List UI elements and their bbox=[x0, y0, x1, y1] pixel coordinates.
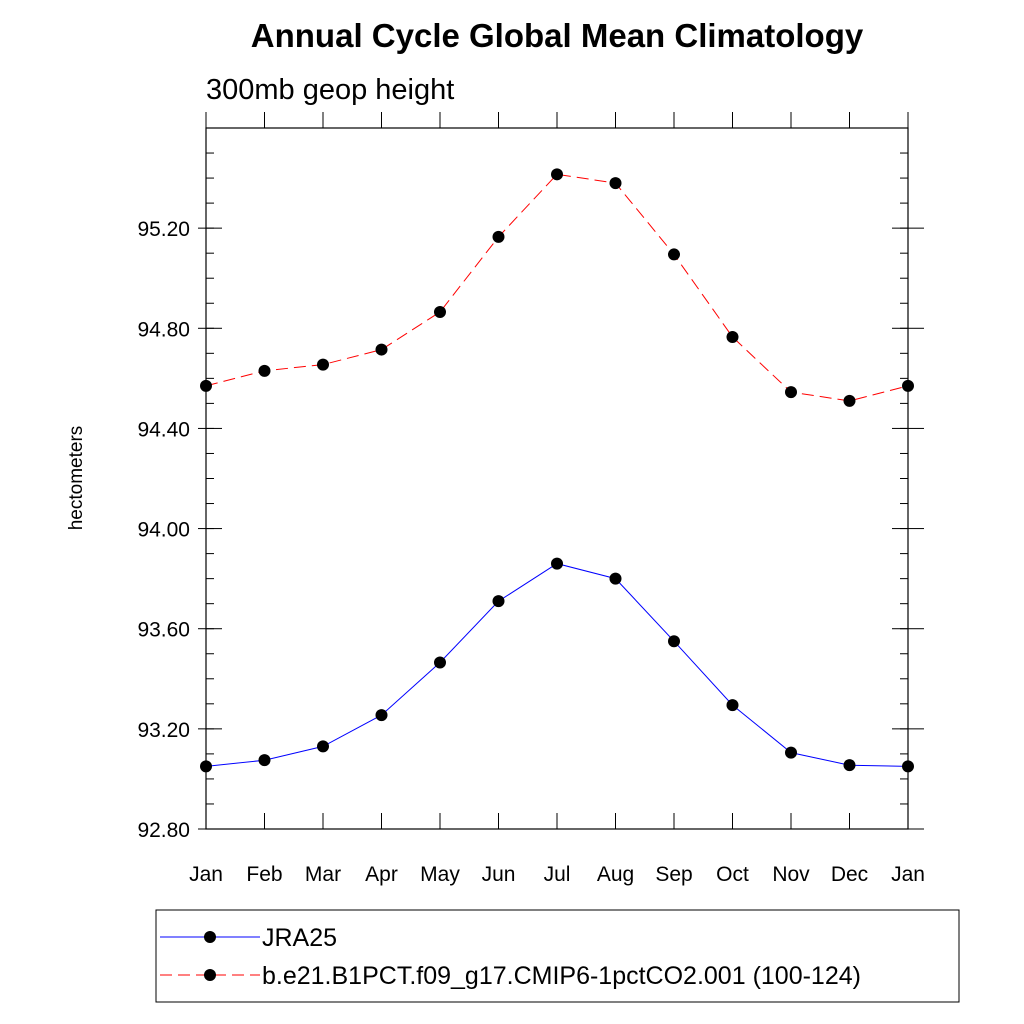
data-point-1 bbox=[668, 248, 680, 261]
y-tick-label: 93.60 bbox=[137, 619, 190, 642]
x-tick-label: Nov bbox=[772, 863, 810, 886]
legend-marker-jra25 bbox=[204, 931, 216, 943]
data-point-0 bbox=[668, 635, 680, 648]
legend-marker-cmip6 bbox=[204, 969, 216, 981]
data-point-1 bbox=[317, 358, 329, 371]
data-point-1 bbox=[492, 230, 505, 243]
y-tick-label: 94.40 bbox=[137, 418, 190, 441]
x-tick-label: Jan bbox=[189, 863, 223, 886]
x-tick-label: Jun bbox=[482, 863, 516, 886]
data-point-0 bbox=[551, 557, 563, 570]
x-tick-label: Dec bbox=[831, 863, 868, 886]
chart-subtitle: 300mb geop height bbox=[206, 74, 454, 106]
data-point-1 bbox=[375, 343, 388, 356]
y-tick-label: 93.20 bbox=[137, 719, 190, 742]
y-tick-labels: 92.80 93.20 93.60 94.00 94.40 94.80 95.20 bbox=[137, 218, 190, 842]
data-point-0 bbox=[317, 740, 329, 753]
data-point-0 bbox=[726, 699, 739, 712]
y-tick-label: 94.80 bbox=[137, 318, 190, 341]
y-tick-label: 95.20 bbox=[137, 218, 190, 241]
legend-box bbox=[155, 909, 960, 1003]
series-layer bbox=[200, 168, 914, 773]
x-tick-label: Jan bbox=[891, 863, 925, 886]
x-tick-label: May bbox=[420, 863, 460, 886]
x-tick-label: Mar bbox=[305, 863, 341, 886]
x-tick-label: Oct bbox=[716, 863, 749, 886]
legend: JRA25 b.e21.B1PCT.f09_g17.CMIP6-1pctCO2.… bbox=[155, 909, 960, 1003]
y-tick-label: 94.00 bbox=[137, 519, 190, 542]
series-line-1 bbox=[205, 173, 909, 402]
data-point-0 bbox=[434, 656, 446, 669]
legend-label-cmip6: b.e21.B1PCT.f09_g17.CMIP6-1pctCO2.001 (1… bbox=[262, 962, 861, 990]
data-point-0 bbox=[609, 572, 622, 585]
data-point-1 bbox=[258, 364, 271, 377]
y-axis-label: hectometers bbox=[66, 426, 87, 531]
data-point-1 bbox=[434, 306, 446, 319]
x-tick-label: Sep bbox=[655, 863, 692, 886]
data-point-0 bbox=[785, 746, 797, 759]
series-line-0 bbox=[205, 563, 909, 767]
x-tick-label: Feb bbox=[246, 863, 282, 886]
x-tick-label: Jul bbox=[544, 863, 571, 886]
data-point-1 bbox=[785, 386, 797, 399]
x-tick-labels: Jan Feb Mar Apr May Jun Jul Aug Sep Oct Nov Dec Jan bbox=[189, 863, 925, 886]
data-point-0 bbox=[258, 754, 271, 767]
major-ticks bbox=[198, 112, 924, 830]
data-point-1 bbox=[551, 168, 563, 181]
y-tick-label: 92.80 bbox=[137, 819, 190, 842]
plot-frame bbox=[205, 127, 909, 830]
minor-ticks bbox=[206, 127, 908, 830]
x-tick-label: Aug bbox=[597, 863, 634, 886]
data-point-0 bbox=[375, 709, 388, 722]
data-point-1 bbox=[726, 331, 739, 344]
chart-title: Annual Cycle Global Mean Climatology bbox=[251, 17, 864, 54]
data-point-1 bbox=[609, 177, 622, 190]
data-point-0 bbox=[492, 595, 505, 608]
legend-label-jra25: JRA25 bbox=[262, 924, 337, 952]
x-tick-label: Apr bbox=[365, 863, 398, 886]
data-point-1 bbox=[843, 394, 856, 407]
data-point-0 bbox=[843, 759, 856, 772]
